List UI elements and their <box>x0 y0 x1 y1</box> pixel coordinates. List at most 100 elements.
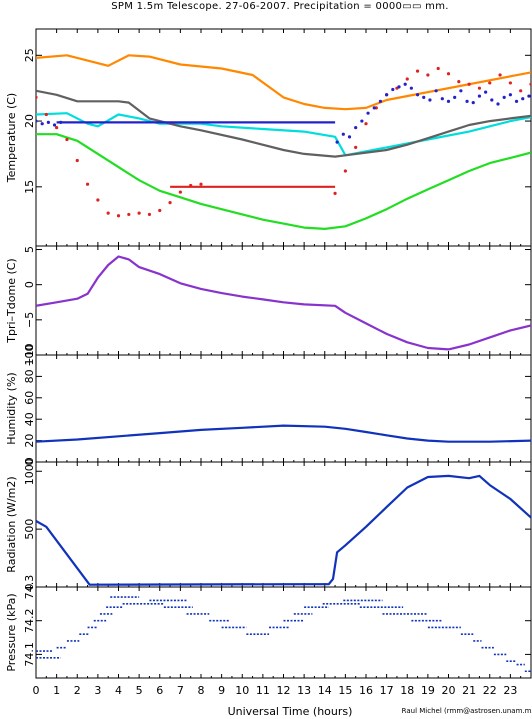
data-point <box>514 99 519 103</box>
series-line-1 <box>36 112 531 157</box>
x-tick-label: 7 <box>177 684 184 697</box>
x-axis-label: Universal Time (hours) <box>228 705 353 718</box>
series-line-0 <box>36 424 531 443</box>
x-tick-label: 14 <box>318 684 332 697</box>
series-line-0 <box>36 54 531 111</box>
data-point <box>484 90 488 94</box>
x-tick-label: 11 <box>256 684 270 697</box>
x-tick-label: 16 <box>359 684 373 697</box>
chart-title: SPM 1.5m Telescope. 27-06-2007. Precipit… <box>111 1 448 12</box>
data-point <box>519 89 523 93</box>
x-tick-label: 5 <box>136 684 143 697</box>
data-point <box>471 101 475 105</box>
data-point <box>477 86 482 90</box>
data-point <box>453 95 457 99</box>
x-tick-label: 12 <box>277 684 291 697</box>
data-point <box>85 182 90 186</box>
x-tick-label: 19 <box>421 684 435 697</box>
data-point <box>55 126 59 130</box>
x-tick-label: 0 <box>33 684 40 697</box>
data-point <box>527 94 531 98</box>
y-tick-label: 0 <box>23 584 36 591</box>
data-point <box>147 212 152 217</box>
data-point <box>343 169 347 173</box>
data-point <box>391 87 395 92</box>
data-point <box>189 183 193 188</box>
data-point <box>488 81 492 85</box>
data-point <box>341 132 345 136</box>
data-point <box>335 140 339 144</box>
data-point <box>508 81 512 85</box>
y-tick-label: 74.3 <box>23 575 36 600</box>
data-point <box>52 123 57 127</box>
x-tick-label: 21 <box>462 684 476 697</box>
y-tick-label: 0 <box>23 281 36 288</box>
y-tick-label: 20 <box>23 114 36 128</box>
data-point <box>403 82 407 86</box>
x-tick-label: 6 <box>156 684 163 697</box>
y-tick-label: 74.2 <box>23 608 36 633</box>
panel-4: 74.1 74.2 74.3 Pressure (kPa) <box>5 575 532 679</box>
x-tick-label: 15 <box>338 684 352 697</box>
y-tick-label: 40 <box>23 412 36 426</box>
data-point <box>498 73 502 77</box>
data-point <box>59 120 63 124</box>
y-tick-label: 20 <box>23 434 36 448</box>
data-point <box>415 69 420 73</box>
data-point <box>168 201 172 205</box>
x-tick-label: 2 <box>74 684 81 697</box>
data-point <box>199 182 203 186</box>
y-tick-label: −10 <box>23 343 36 366</box>
data-point <box>426 73 430 77</box>
x-tick-label: 17 <box>380 684 394 697</box>
data-point <box>496 102 500 106</box>
data-point <box>434 89 438 93</box>
data-point <box>436 66 440 71</box>
y-axis-label: Temperature (C) <box>5 93 18 183</box>
y-tick-label: 74.1 <box>23 642 36 667</box>
plot-area <box>36 596 531 673</box>
series-line-3 <box>36 133 531 230</box>
panel-frame <box>35 586 532 679</box>
x-tick-label: 4 <box>115 684 122 697</box>
data-point <box>529 82 531 86</box>
x-tick-label: 13 <box>297 684 311 697</box>
data-point <box>158 208 162 213</box>
series-line-0 <box>36 255 531 351</box>
data-point <box>477 94 482 98</box>
data-point <box>467 82 471 86</box>
data-point <box>127 212 131 217</box>
data-point <box>490 98 494 102</box>
data-point <box>354 126 358 130</box>
x-tick-label: 22 <box>483 684 497 697</box>
data-point <box>428 98 432 102</box>
panel-2: 0 20 40 60 80 100 Humidity (%) <box>5 345 532 466</box>
data-point <box>116 214 121 218</box>
data-point <box>372 106 376 110</box>
y-tick-label: 80 <box>23 369 36 383</box>
data-point <box>405 77 409 81</box>
x-tick-label: 18 <box>400 684 414 697</box>
panel-3: 0 500 1000 Radiation (W/m2) <box>5 457 532 591</box>
x-tick-label: 20 <box>442 684 456 697</box>
y-tick-label: 100 <box>23 345 36 366</box>
plot-area <box>36 424 531 443</box>
data-point <box>446 99 451 103</box>
data-point <box>440 97 444 101</box>
data-point <box>46 120 50 124</box>
data-point <box>364 122 368 126</box>
data-point <box>360 119 364 123</box>
data-point <box>459 89 463 93</box>
data-point <box>347 135 352 139</box>
panel-frame <box>35 28 532 247</box>
plot-area <box>36 255 531 351</box>
y-tick-label: 25 <box>23 48 36 62</box>
data-point <box>415 93 420 97</box>
data-point <box>446 72 451 76</box>
x-tick-label: 10 <box>235 684 249 697</box>
panels: 15 20 25 Temperature (C) −10 −5 0 5 Tpri–Tdome (… <box>5 28 532 679</box>
y-tick-label: −5 <box>23 312 36 328</box>
y-tick-label: 15 <box>23 180 36 194</box>
data-point <box>40 122 44 126</box>
